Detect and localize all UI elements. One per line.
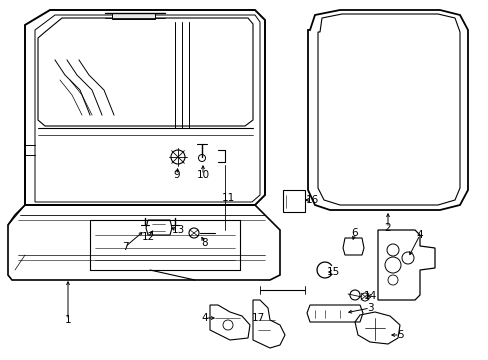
- Text: 9: 9: [173, 170, 180, 180]
- Text: 6: 6: [351, 228, 358, 238]
- Text: 8: 8: [201, 238, 208, 248]
- Text: 15: 15: [325, 267, 339, 277]
- Text: 16: 16: [305, 195, 318, 205]
- Text: 5: 5: [396, 330, 403, 340]
- Text: 4: 4: [416, 230, 423, 240]
- Text: 10: 10: [196, 170, 209, 180]
- Text: 3: 3: [366, 303, 372, 313]
- Polygon shape: [112, 13, 155, 19]
- Text: 14: 14: [363, 291, 376, 301]
- Text: 13: 13: [171, 225, 184, 235]
- Text: 1: 1: [64, 315, 71, 325]
- Text: 11: 11: [221, 193, 234, 203]
- Text: 2: 2: [384, 223, 390, 233]
- Text: 7: 7: [122, 242, 128, 252]
- Text: 4: 4: [201, 313, 208, 323]
- Text: 17: 17: [251, 313, 264, 323]
- Text: 12: 12: [141, 232, 154, 242]
